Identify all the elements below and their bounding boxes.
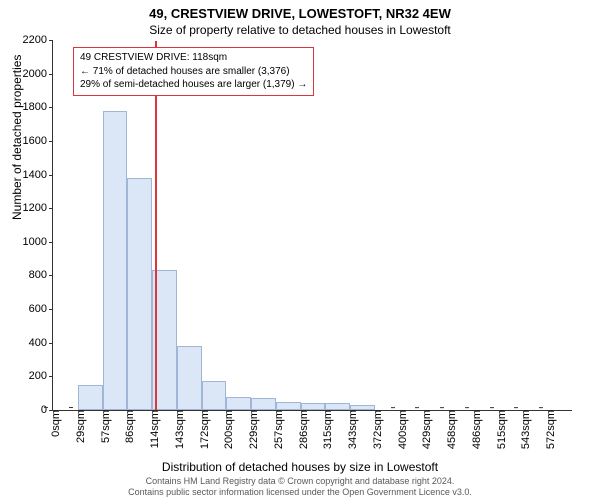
x-tick: 343sqm [341,410,359,449]
chart-area: 0200400600800100012001400160018002000220… [52,41,572,411]
histogram-bar [103,111,128,410]
annotation-line: 29% of semi-detached houses are larger (… [80,78,307,92]
reference-line [155,41,157,410]
annotation-line: 49 CRESTVIEW DRIVE: 118sqm [80,51,307,65]
footer-line-1: Contains HM Land Registry data © Crown c… [0,476,600,487]
x-tick: 572sqm [539,410,557,449]
y-tick: 400 [29,337,53,349]
x-tick: 172sqm [193,410,211,449]
y-tick: 600 [29,303,53,315]
x-tick: 0sqm [44,410,62,437]
page-title: 49, CRESTVIEW DRIVE, LOWESTOFT, NR32 4EW [0,0,600,21]
x-tick: 543sqm [514,410,532,449]
plot-region: 0200400600800100012001400160018002000220… [52,41,572,411]
y-tick: 1800 [23,101,53,113]
x-tick: 486sqm [465,410,483,449]
y-tick: 1000 [23,236,53,248]
y-tick: 1400 [23,169,53,181]
histogram-bar [276,402,301,410]
x-tick: 286sqm [292,410,310,449]
x-tick: 400sqm [391,410,409,449]
y-tick: 1200 [23,202,53,214]
x-tick: 515sqm [490,410,508,449]
annotation-line: ← 71% of detached houses are smaller (3,… [80,65,307,79]
histogram-bar [202,381,227,410]
x-tick: 257sqm [267,410,285,449]
y-tick: 2200 [23,34,53,46]
histogram-bar [127,178,152,410]
histogram-bar [177,346,202,410]
x-tick: 372sqm [366,410,384,449]
x-tick: 29sqm [69,410,87,443]
x-tick: 229sqm [242,410,260,449]
footer-attribution: Contains HM Land Registry data © Crown c… [0,476,600,499]
x-tick: 315sqm [316,410,334,449]
page-subtitle: Size of property relative to detached ho… [0,21,600,41]
histogram-bar [251,398,276,410]
y-tick: 1600 [23,135,53,147]
x-tick: 114sqm [143,410,161,448]
x-tick: 429sqm [415,410,433,449]
x-tick: 143sqm [168,410,186,449]
y-tick: 200 [29,370,53,382]
x-tick: 200sqm [217,410,235,449]
histogram-bar [325,403,350,410]
x-tick: 458sqm [440,410,458,449]
histogram-bar [350,405,375,410]
annotation-box: 49 CRESTVIEW DRIVE: 118sqm← 71% of detac… [73,47,314,96]
histogram-bar [301,403,326,410]
x-axis-label: Distribution of detached houses by size … [0,460,600,474]
footer-line-2: Contains public sector information licen… [0,487,600,498]
histogram-bar [226,397,251,410]
y-tick: 800 [29,269,53,281]
y-tick: 2000 [23,68,53,80]
histogram-bar [78,385,103,410]
x-tick: 86sqm [118,410,136,443]
x-tick: 57sqm [94,410,112,443]
